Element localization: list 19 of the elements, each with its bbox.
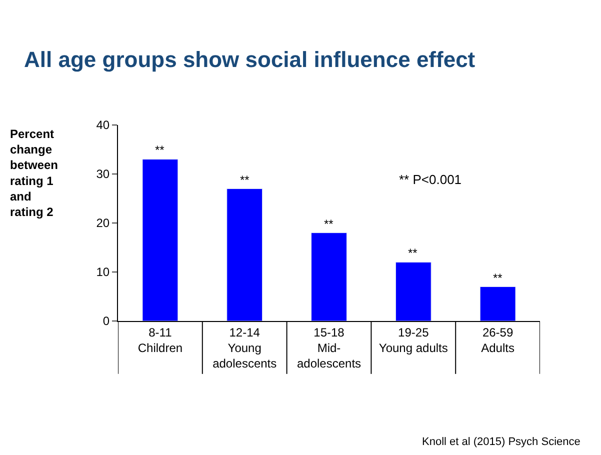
y-tick-label: 20 — [96, 216, 110, 230]
chart-title: All age groups show social influence effect — [24, 46, 476, 72]
x-tick-label: 12-14 Young adolescents — [212, 325, 277, 371]
x-tick-label: 8-11 Children — [138, 325, 183, 355]
x-tick-label: 26-59 Adults — [481, 325, 514, 355]
x-tick-label: 15-18 Mid- adolescents — [296, 325, 362, 371]
y-tick-label: 30 — [96, 167, 110, 182]
annotation: ** P<0.001 — [399, 172, 462, 187]
text: Knoll et al (2015) Psych Science — [422, 436, 580, 448]
annotation: ** — [493, 271, 503, 285]
y-tick-label: 40 — [96, 118, 110, 132]
annotation: ** — [155, 143, 165, 157]
annotation: ** — [324, 217, 334, 231]
y-tick-label: 0 — [102, 314, 110, 328]
y-tick-label: 10 — [96, 265, 110, 280]
x-tick-label: 19-25 Young adults — [378, 325, 448, 355]
annotation: ** — [240, 173, 250, 187]
annotation: ** — [408, 246, 418, 260]
y-axis-title: Percent change between rating 1 and rating 2 — [10, 127, 58, 219]
